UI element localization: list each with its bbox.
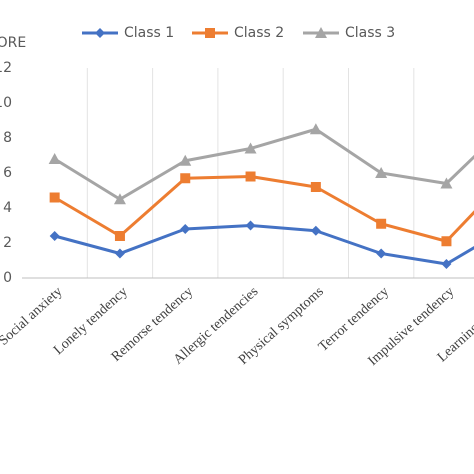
- y-tick-label: 2: [3, 235, 12, 251]
- marker: [114, 248, 125, 259]
- marker: [376, 218, 387, 229]
- legend-label: Class 2: [234, 25, 284, 41]
- marker: [114, 231, 125, 241]
- legend-label: Class 3: [345, 25, 395, 41]
- legend-marker: [95, 28, 105, 38]
- marker: [375, 167, 388, 178]
- y-tick-label: 6: [3, 165, 12, 181]
- marker: [113, 193, 126, 205]
- marker: [49, 192, 60, 203]
- legend-label: Class 1: [124, 25, 174, 41]
- marker: [179, 154, 192, 166]
- series-line: [54, 224, 474, 266]
- marker: [441, 236, 452, 247]
- series-line: [53, 175, 474, 243]
- legend-marker: [315, 27, 327, 38]
- marker: [376, 248, 387, 259]
- marker: [310, 225, 321, 236]
- y-axis-title: SCORE: [0, 35, 26, 51]
- y-tick-label: 8: [3, 130, 12, 146]
- y-tick-label: 10: [0, 95, 12, 111]
- y-tick-label: 4: [3, 200, 12, 216]
- marker: [48, 153, 61, 164]
- marker: [310, 182, 321, 192]
- y-tick-label: 0: [3, 270, 12, 286]
- y-tick-label: 12: [0, 60, 12, 76]
- series-line: [53, 127, 474, 201]
- marker: [309, 123, 322, 135]
- marker: [245, 220, 256, 231]
- marker: [244, 142, 257, 154]
- legend-marker: [205, 28, 215, 38]
- marker: [180, 224, 191, 234]
- marker: [49, 231, 60, 241]
- marker: [245, 171, 256, 182]
- marker: [441, 259, 452, 269]
- marker: [180, 173, 191, 184]
- marker: [440, 177, 453, 189]
